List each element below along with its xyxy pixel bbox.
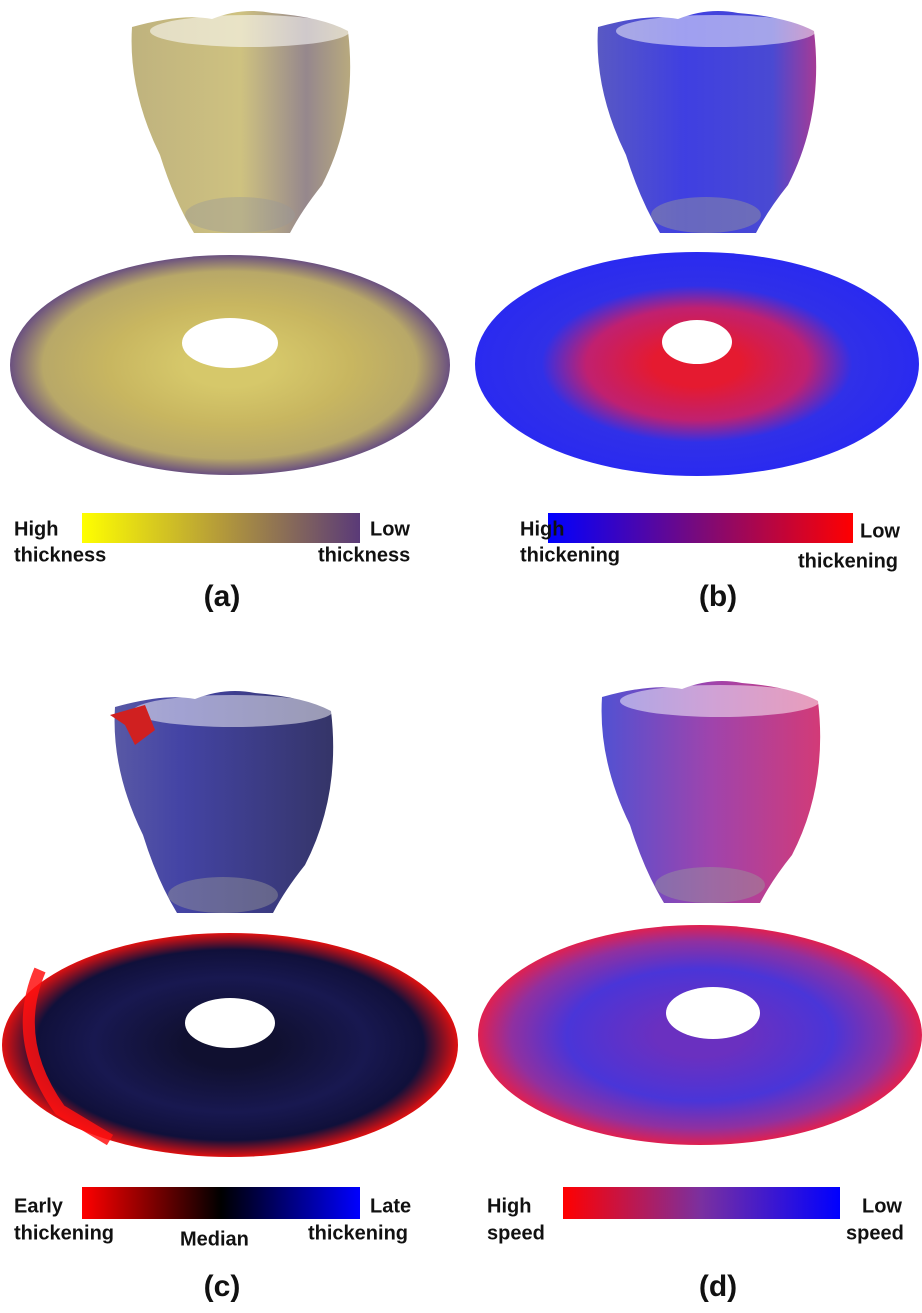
- heart-render: [601, 681, 821, 903]
- legend-label: thickness: [318, 544, 410, 566]
- legend-label: speed: [846, 1222, 904, 1244]
- panel-label: (d): [699, 1270, 737, 1303]
- legend-label: Low: [860, 520, 900, 542]
- legend-label: Low: [370, 518, 410, 540]
- disk-hole: [666, 987, 760, 1039]
- panel: High thickening Low thickening (b): [475, 11, 919, 613]
- legend-label: thickening: [308, 1222, 408, 1244]
- legend-label: thickening: [798, 550, 898, 572]
- heart-render: [131, 11, 351, 233]
- legend-label: thickening: [14, 1222, 114, 1244]
- legend-label: Late: [370, 1195, 411, 1217]
- heart-render: [110, 691, 334, 913]
- panel-label: (c): [204, 1270, 241, 1303]
- colorbar: [82, 1187, 360, 1219]
- panel-label: (b): [699, 580, 737, 613]
- disk-hole: [185, 998, 275, 1048]
- legend-label: High: [487, 1195, 531, 1217]
- legend-label: thickness: [14, 544, 106, 566]
- heart-render: [597, 11, 817, 233]
- panel: Early thickening Median Late thickening …: [2, 691, 458, 1303]
- disk-hole: [182, 318, 278, 368]
- legend-label: Low: [862, 1195, 902, 1217]
- legend-label: Early: [14, 1195, 64, 1217]
- legend-label: Median: [180, 1228, 249, 1250]
- panel: High thickness Low thickness (a): [10, 11, 450, 613]
- colorbar: [548, 513, 853, 543]
- legend-label: speed: [487, 1222, 545, 1244]
- legend-label: High: [520, 518, 564, 540]
- legend-label: thickening: [520, 544, 620, 566]
- panel-label: (a): [204, 580, 241, 613]
- panel: High speed Low speed (d): [478, 681, 922, 1303]
- colorbar: [82, 513, 360, 543]
- legend-label: High: [14, 518, 58, 540]
- disk-hole: [662, 320, 732, 364]
- colorbar: [563, 1187, 840, 1219]
